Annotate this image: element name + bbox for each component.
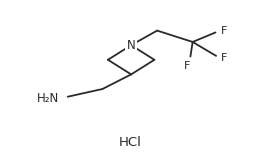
Text: F: F xyxy=(221,26,228,36)
Text: F: F xyxy=(184,61,190,71)
Text: N: N xyxy=(127,39,136,52)
Text: HCl: HCl xyxy=(118,136,141,149)
Text: F: F xyxy=(221,53,228,63)
Text: H₂N: H₂N xyxy=(36,92,59,105)
